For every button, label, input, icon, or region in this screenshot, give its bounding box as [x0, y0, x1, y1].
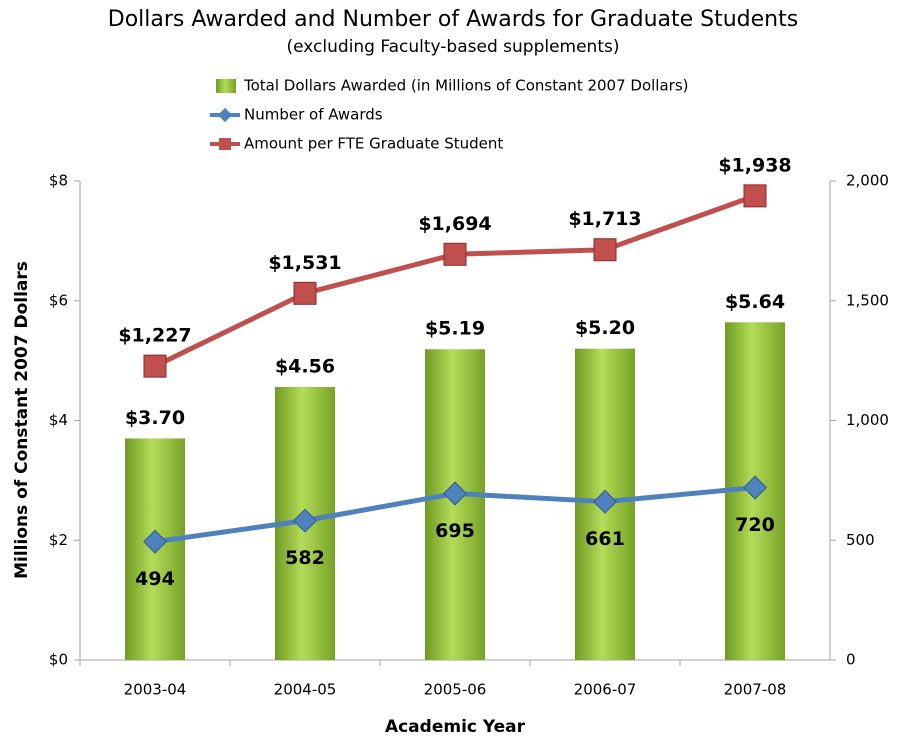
y-tick-label: $6: [49, 291, 68, 309]
marker: [742, 475, 768, 500]
marker: [442, 481, 468, 506]
bar-value-label: $4.56: [275, 355, 335, 377]
y-tick-label: $8: [49, 172, 68, 190]
y2-tick-label: 500: [846, 531, 875, 549]
point-value-label: $1,938: [718, 154, 791, 176]
point-value-label: $1,694: [418, 213, 491, 235]
legend-label: Number of Awards: [244, 106, 383, 124]
marker: [142, 529, 168, 554]
point-value-label: 695: [435, 520, 475, 542]
point-value-label: 494: [135, 568, 175, 590]
y-tick-label: $4: [49, 411, 68, 429]
x-tick-label: 2005-06: [424, 681, 487, 699]
legend-label: Total Dollars Awarded (in Millions of Co…: [243, 77, 689, 95]
marker: [143, 354, 167, 378]
legend-swatch: [216, 79, 236, 93]
marker: [293, 281, 317, 305]
y-axis-label: Millions of Constant 2007 Dollars: [12, 261, 32, 579]
chart-title: Dollars Awarded and Number of Awards for…: [108, 7, 798, 32]
legend-marker: [217, 107, 233, 123]
point-value-label: 720: [735, 514, 775, 536]
y-tick-label: $0: [49, 651, 68, 669]
bar-value-label: $5.20: [575, 317, 635, 339]
x-tick-label: 2006-07: [574, 681, 637, 699]
x-tick-label: 2003-04: [124, 681, 187, 699]
legend-marker: [219, 138, 231, 150]
bar-value-label: $5.19: [425, 318, 485, 340]
y-tick-label: $2: [49, 531, 68, 549]
y2-tick-label: 0: [846, 651, 856, 669]
point-value-label: $1,713: [568, 208, 641, 230]
x-axis-label: Academic Year: [385, 717, 526, 737]
y2-tick-label: 1,500: [846, 291, 889, 309]
chart-subtitle: (excluding Faculty-based supplements): [287, 37, 620, 57]
y2-tick-label: 1,000: [846, 411, 889, 429]
x-tick-label: 2007-08: [724, 681, 787, 699]
point-value-label: 582: [285, 547, 325, 569]
y2-tick-label: 2,000: [846, 172, 889, 190]
point-value-label: $1,227: [118, 325, 191, 347]
bar-value-label: $3.70: [125, 407, 185, 429]
point-value-label: 661: [585, 528, 625, 550]
marker: [592, 489, 618, 514]
point-value-label: $1,531: [268, 252, 341, 274]
x-tick-label: 2004-05: [274, 681, 337, 699]
bar-value-label: $5.64: [725, 291, 785, 313]
marker: [443, 242, 467, 266]
marker: [743, 184, 767, 208]
legend-label: Amount per FTE Graduate Student: [244, 135, 503, 153]
marker: [593, 238, 617, 262]
marker: [292, 508, 318, 533]
